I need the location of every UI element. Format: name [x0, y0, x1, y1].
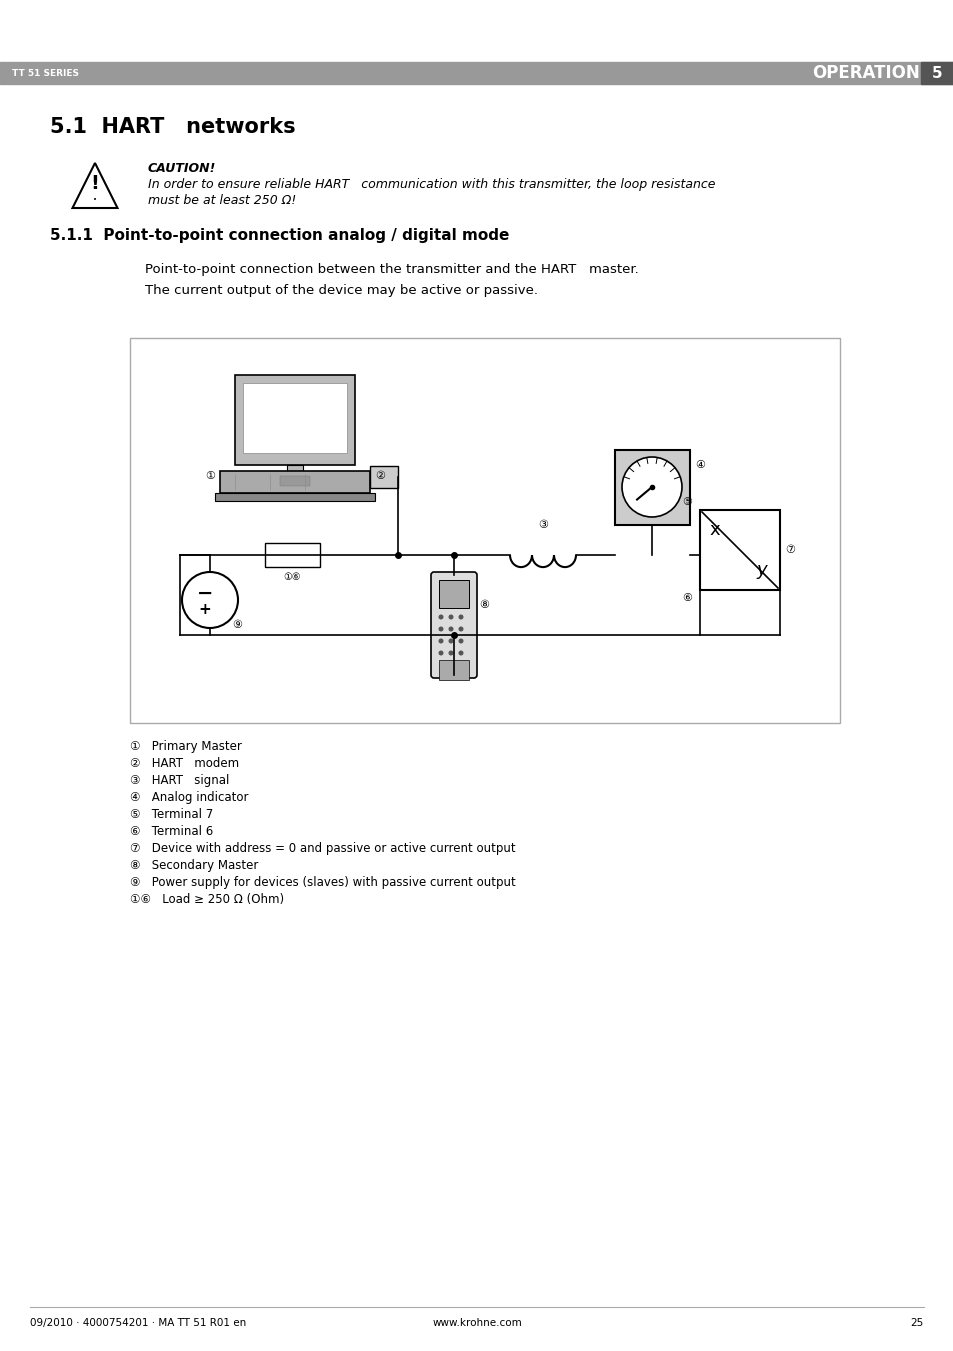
- Bar: [214, 493, 375, 501]
- Text: ⑦: ⑦: [784, 544, 794, 555]
- Circle shape: [448, 627, 453, 631]
- Text: ⑧: ⑧: [478, 600, 489, 611]
- Text: −: −: [196, 584, 213, 603]
- Circle shape: [448, 615, 453, 620]
- Circle shape: [458, 627, 463, 631]
- Circle shape: [448, 650, 453, 655]
- Bar: [265, 543, 319, 567]
- Text: ③: ③: [537, 520, 547, 530]
- Text: +: +: [198, 603, 212, 617]
- Text: ⑧   Secondary Master: ⑧ Secondary Master: [130, 859, 258, 871]
- Bar: [130, 338, 840, 723]
- Text: ⑤: ⑤: [681, 497, 691, 507]
- Text: ⑨: ⑨: [232, 620, 242, 630]
- Text: 5.1  HART   networks: 5.1 HART networks: [50, 118, 295, 136]
- Text: •: •: [92, 197, 97, 203]
- Text: must be at least 250 Ω!: must be at least 250 Ω!: [148, 195, 296, 207]
- Text: The current output of the device may be active or passive.: The current output of the device may be …: [145, 284, 537, 297]
- Text: ①⑥   Load ≥ 250 Ω (Ohm): ①⑥ Load ≥ 250 Ω (Ohm): [130, 893, 284, 907]
- Text: ③   HART   signal: ③ HART signal: [130, 774, 229, 788]
- Circle shape: [621, 457, 681, 517]
- Text: ②   HART   modem: ② HART modem: [130, 757, 239, 770]
- Bar: [700, 509, 780, 590]
- Bar: [438, 580, 469, 608]
- Text: CAUTION!: CAUTION!: [148, 162, 216, 176]
- Text: y: y: [756, 561, 766, 580]
- Bar: [0, 62, 953, 84]
- Text: ①   Primary Master: ① Primary Master: [130, 740, 242, 753]
- Text: ⑥: ⑥: [681, 593, 691, 603]
- Bar: [234, 376, 355, 465]
- Circle shape: [458, 615, 463, 620]
- Circle shape: [448, 639, 453, 643]
- Circle shape: [438, 615, 443, 620]
- Circle shape: [438, 627, 443, 631]
- Text: ⑦   Device with address = 0 and passive or active current output: ⑦ Device with address = 0 and passive or…: [130, 842, 515, 855]
- Text: 5.1.1  Point-to-point connection analog / digital mode: 5.1.1 Point-to-point connection analog /…: [50, 228, 509, 243]
- Text: x: x: [709, 521, 720, 539]
- Bar: [243, 382, 347, 453]
- Text: ⑥   Terminal 6: ⑥ Terminal 6: [130, 825, 213, 838]
- Bar: [287, 465, 303, 471]
- Text: 5: 5: [931, 65, 942, 81]
- Circle shape: [182, 571, 237, 628]
- Text: 25: 25: [910, 1319, 923, 1328]
- Circle shape: [438, 639, 443, 643]
- Bar: [370, 466, 397, 488]
- Text: In order to ensure reliable HART   communication with this transmitter, the loop: In order to ensure reliable HART communi…: [148, 178, 715, 190]
- Text: Point-to-point connection between the transmitter and the HART   master.: Point-to-point connection between the tr…: [145, 263, 639, 276]
- Bar: [438, 661, 469, 680]
- Bar: [615, 450, 689, 526]
- Text: ①: ①: [205, 471, 214, 481]
- Text: ⑤   Terminal 7: ⑤ Terminal 7: [130, 808, 213, 821]
- Bar: [920, 62, 953, 84]
- Text: ①⑥: ①⑥: [283, 571, 300, 582]
- FancyBboxPatch shape: [431, 571, 476, 678]
- Text: ④: ④: [695, 459, 704, 470]
- Text: ④   Analog indicator: ④ Analog indicator: [130, 790, 248, 804]
- Text: ②: ②: [375, 471, 385, 481]
- Circle shape: [438, 650, 443, 655]
- Text: ⑨   Power supply for devices (slaves) with passive current output: ⑨ Power supply for devices (slaves) with…: [130, 875, 516, 889]
- Text: 09/2010 · 4000754201 · MA TT 51 R01 en: 09/2010 · 4000754201 · MA TT 51 R01 en: [30, 1319, 246, 1328]
- Bar: [280, 476, 310, 486]
- Circle shape: [458, 639, 463, 643]
- Bar: [220, 471, 370, 493]
- Circle shape: [458, 650, 463, 655]
- Text: www.krohne.com: www.krohne.com: [432, 1319, 521, 1328]
- Text: OPERATION: OPERATION: [811, 63, 919, 82]
- Text: !: !: [91, 174, 99, 193]
- Text: TT 51 SERIES: TT 51 SERIES: [12, 69, 79, 77]
